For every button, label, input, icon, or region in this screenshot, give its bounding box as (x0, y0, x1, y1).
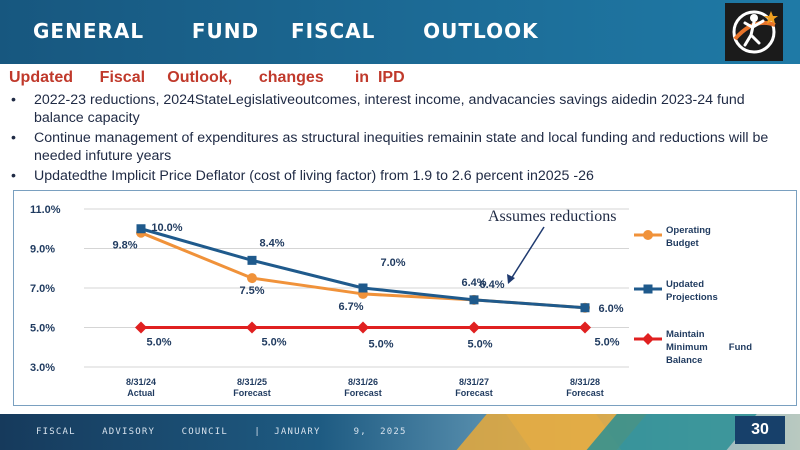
annotation-arrow (510, 226, 545, 280)
y-tick-label: 3.0% (30, 362, 55, 374)
title-bar: GENERAL FUND FISCAL OUTLOOK (0, 0, 800, 64)
data-label: 9.8% (112, 240, 137, 252)
page-number: 30 (735, 416, 785, 444)
data-label: 5.0% (594, 337, 619, 349)
data-label: 6.7% (338, 301, 363, 313)
bullet-item: • Continue management of expenditures as … (11, 130, 769, 164)
bullet-list: • 2022-23 reductions, 2024StateLegislativ… (9, 91, 769, 187)
x-tick-label: 8/31/25 (237, 377, 267, 387)
data-point (469, 295, 479, 305)
x-tick-label: Forecast (566, 388, 604, 398)
legend-label: Maintain (666, 329, 705, 340)
legend-label: Projections (666, 292, 718, 303)
bullet-text: 2022-23 reductions, 2024StateLegislative… (34, 92, 745, 126)
data-label: 10.0% (151, 222, 182, 234)
x-tick-label: 8/31/27 (459, 377, 489, 387)
bullet-item: • Updatedthe Implicit Price Deflator (cos… (11, 168, 594, 184)
x-tick-label: Forecast (344, 388, 382, 398)
legend-marker (643, 230, 653, 240)
legend-marker (643, 284, 653, 294)
data-point (136, 224, 146, 234)
legend-label: Balance (666, 355, 702, 366)
data-point (580, 303, 590, 313)
legend-label: Operating (666, 225, 711, 236)
legend-label: Minimum Fund (666, 342, 752, 353)
x-tick-label: Forecast (455, 388, 493, 398)
data-point (246, 321, 258, 334)
x-tick-label: Actual (127, 388, 155, 398)
y-tick-label: 5.0% (30, 323, 55, 335)
data-label: 5.0% (261, 337, 286, 349)
y-tick-label: 7.0% (30, 283, 55, 295)
y-tick-label: 11.0% (30, 204, 61, 216)
x-tick-label: 8/31/28 (570, 377, 600, 387)
legend-label: Budget (666, 238, 700, 249)
data-label: 7.0% (380, 257, 405, 269)
data-point (357, 321, 369, 334)
logo-icon (725, 3, 783, 61)
footer-text: FISCAL ADVISORY COUNCIL | JANUARY 9, 202… (36, 427, 407, 437)
legend-marker (642, 333, 654, 345)
data-label: 8.4% (259, 237, 284, 249)
data-label: 7.5% (239, 285, 264, 297)
data-point (358, 283, 368, 293)
data-point (579, 321, 591, 334)
x-tick-label: Forecast (233, 388, 271, 398)
data-point (135, 321, 147, 334)
data-label: 6.0% (598, 303, 623, 315)
legend-label: Updated (666, 279, 704, 290)
data-point (247, 255, 257, 265)
data-point (468, 321, 480, 334)
data-point (247, 273, 257, 284)
bullet-item: • 2022-23 reductions, 2024StateLegislativ… (11, 92, 745, 126)
data-label: 6.4% (479, 279, 504, 291)
data-label: 5.0% (467, 339, 492, 351)
bullet-text: Updatedthe Implicit Price Deflator (cost… (34, 168, 594, 184)
footer-bar: FISCAL ADVISORY COUNCIL | JANUARY 9, 202… (0, 414, 800, 450)
section-heading: Updated Fiscal Outlook, changes in IPD (9, 69, 405, 86)
bullet-text: Continue management of expenditures as s… (34, 130, 769, 164)
annotation-text: Assumes reductions (488, 208, 616, 225)
y-tick-label: 9.0% (30, 244, 55, 256)
page-title: GENERAL FUND FISCAL OUTLOOK (33, 19, 539, 43)
data-label: 5.0% (368, 339, 393, 351)
data-label: 5.0% (146, 337, 171, 349)
x-tick-label: 8/31/24 (126, 377, 156, 387)
data-label: 6.4% (461, 277, 486, 289)
chart-panel: 11.0% 9.0% 7.0% 5.0% 3.0% 8/31/24 Actual 8/31/2… (13, 190, 797, 406)
annotation-arrowhead (507, 274, 515, 284)
x-tick-label: 8/31/26 (348, 377, 378, 387)
